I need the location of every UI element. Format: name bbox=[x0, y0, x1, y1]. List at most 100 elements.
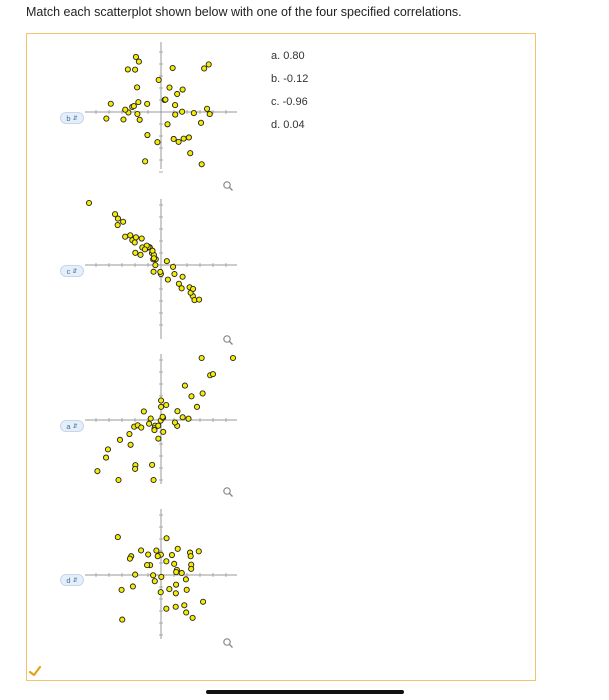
scatter-point bbox=[178, 569, 185, 577]
home-indicator-bar bbox=[206, 690, 404, 694]
scatter-point bbox=[149, 461, 156, 468]
scatter-point bbox=[151, 578, 158, 585]
scatterplot-2 bbox=[85, 199, 237, 345]
correlation-select-3[interactable]: a ⇵ bbox=[60, 420, 84, 432]
scatter-point bbox=[171, 419, 178, 426]
scatter-point bbox=[116, 436, 124, 443]
scatter-point bbox=[193, 403, 201, 410]
scatter-point bbox=[155, 422, 162, 429]
correlation-select-4[interactable]: d ⇵ bbox=[60, 574, 84, 586]
scatter-point bbox=[150, 476, 157, 484]
scatter-point bbox=[170, 135, 177, 143]
scatter-point bbox=[198, 354, 205, 362]
option-d-letter: d. bbox=[271, 119, 281, 131]
scatter-point bbox=[103, 115, 110, 122]
option-d: d. 0.04 bbox=[271, 119, 308, 142]
scatter-point bbox=[164, 121, 171, 128]
scatter-point bbox=[200, 598, 207, 605]
correlation-select-2-value: c bbox=[66, 266, 71, 276]
scatter-point bbox=[163, 258, 170, 265]
correlation-select-2[interactable]: c ⇵ bbox=[60, 265, 84, 277]
scatter-point bbox=[149, 247, 156, 254]
scatter-point bbox=[173, 569, 180, 576]
option-a-letter: a. bbox=[271, 50, 281, 62]
scatter-point bbox=[179, 108, 186, 115]
correlation-select-1-value: b bbox=[66, 113, 71, 123]
scatter-point bbox=[179, 86, 186, 93]
scatter-point bbox=[132, 571, 139, 578]
scatter-point bbox=[201, 65, 208, 72]
scatter-point bbox=[144, 131, 151, 139]
scatter-point bbox=[159, 413, 166, 420]
scatter-point bbox=[131, 239, 138, 246]
scatter-point bbox=[160, 428, 167, 435]
scatter-point bbox=[188, 393, 195, 400]
scatter-point bbox=[197, 119, 205, 126]
chevron-updown-icon: ⇵ bbox=[72, 115, 78, 122]
scatter-point bbox=[204, 105, 211, 112]
scatterplot-3 bbox=[85, 354, 237, 497]
scatter-point bbox=[172, 102, 179, 109]
scatter-point bbox=[144, 100, 151, 107]
scatter-point bbox=[188, 565, 195, 572]
scatter-point bbox=[172, 603, 179, 610]
scatter-point bbox=[132, 234, 139, 241]
option-c-value: -0.96 bbox=[282, 96, 308, 108]
scatter-point bbox=[158, 573, 165, 580]
scatter-point bbox=[162, 96, 169, 103]
scatter-point bbox=[144, 562, 151, 569]
scatter-point bbox=[178, 285, 185, 292]
scatter-point bbox=[114, 222, 121, 229]
scatter-point bbox=[129, 583, 136, 590]
scatter-point bbox=[170, 263, 177, 270]
chevron-updown-icon: ⇵ bbox=[72, 268, 78, 275]
scatter-point bbox=[182, 576, 189, 583]
magnifier-icon[interactable] bbox=[223, 335, 233, 345]
scatter-point bbox=[175, 138, 182, 145]
scatterplot-row-3: a ⇵ bbox=[27, 349, 267, 499]
scatter-point bbox=[174, 408, 181, 415]
scatter-point bbox=[163, 558, 170, 565]
scatter-point bbox=[229, 354, 237, 362]
scatter-point bbox=[166, 586, 173, 593]
magnifier-icon[interactable] bbox=[223, 638, 233, 648]
scatter-point bbox=[171, 270, 178, 278]
scatter-point bbox=[155, 76, 162, 84]
scatter-point bbox=[135, 99, 142, 106]
scatter-point bbox=[130, 103, 137, 110]
scatter-point bbox=[142, 158, 149, 165]
scatter-point bbox=[196, 296, 203, 303]
scatter-point bbox=[137, 251, 144, 258]
scatter-point bbox=[168, 551, 176, 559]
scatter-point bbox=[180, 135, 187, 142]
scatter-point bbox=[158, 403, 165, 410]
scatter-point bbox=[132, 465, 139, 472]
scatter-point bbox=[114, 215, 122, 222]
scatter-point bbox=[163, 401, 170, 409]
scatter-point bbox=[209, 371, 217, 378]
scatter-point bbox=[174, 545, 181, 552]
scatter-point bbox=[163, 605, 170, 612]
scatter-point bbox=[138, 547, 145, 554]
question-panel: b ⇵ c ⇵ a ⇵ d ⇵ a. 0.80 b. -0.12 c. -0.9… bbox=[26, 33, 536, 681]
scatter-point bbox=[119, 616, 126, 623]
scatterplot-1 bbox=[85, 42, 237, 191]
correlation-select-1[interactable]: b ⇵ bbox=[60, 112, 84, 124]
magnifier-icon[interactable] bbox=[223, 181, 233, 191]
scatterplot-row-1: b ⇵ bbox=[27, 34, 267, 191]
scatter-point bbox=[120, 116, 127, 123]
scatter-point bbox=[145, 551, 152, 558]
scatter-point bbox=[127, 441, 134, 448]
scatter-point bbox=[140, 408, 147, 415]
option-a-value: 0.80 bbox=[283, 50, 305, 62]
magnifier-icon[interactable] bbox=[223, 487, 233, 497]
scatterplot-row-2: c ⇵ bbox=[27, 194, 267, 345]
scatter-point bbox=[152, 262, 159, 269]
scatter-point bbox=[136, 116, 143, 123]
scatter-point bbox=[173, 581, 180, 588]
scatter-point bbox=[141, 246, 148, 253]
scatter-point bbox=[181, 382, 188, 389]
scatter-point bbox=[206, 111, 213, 118]
scatter-point bbox=[187, 553, 194, 560]
scatter-point bbox=[85, 199, 93, 207]
